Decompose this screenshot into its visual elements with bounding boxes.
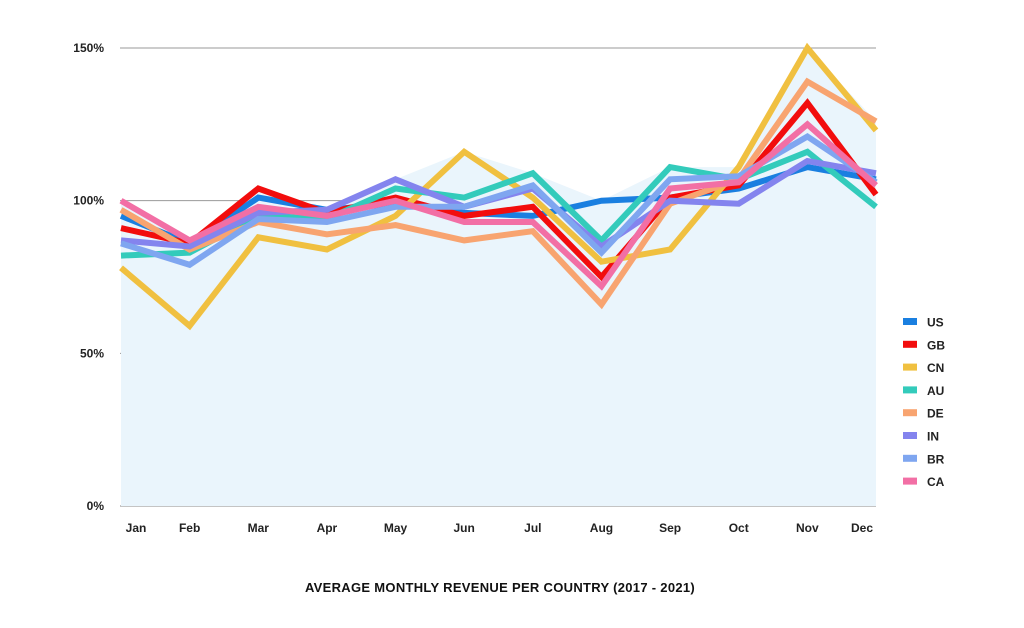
legend-label-in: IN	[927, 430, 939, 444]
y-tick-label: 150%	[73, 41, 104, 55]
x-tick-label: May	[384, 521, 408, 535]
legend-label-ca: CA	[927, 475, 945, 489]
legend-label-gb: GB	[927, 338, 945, 352]
legend-swatch-ca	[903, 477, 917, 485]
x-tick-label: Oct	[729, 521, 749, 535]
x-tick-label: Mar	[248, 521, 270, 535]
legend-swatch-gb	[903, 340, 917, 348]
x-tick-label: Jan	[126, 521, 147, 535]
legend-label-br: BR	[927, 452, 945, 466]
x-tick-label: Nov	[796, 521, 819, 535]
series-line-ca	[119, 120, 878, 291]
legend-label-au: AU	[927, 384, 944, 398]
series-line-us	[119, 164, 877, 247]
legend-label-de: DE	[927, 407, 944, 421]
x-tick-label: Jun	[454, 521, 475, 535]
x-tick-label: Apr	[317, 521, 338, 535]
series-line-cn	[119, 42, 879, 331]
legend: US GB CN AU DE IN BR CA	[903, 316, 945, 489]
x-tick-label: Aug	[590, 521, 613, 535]
x-tick-label: Feb	[179, 521, 200, 535]
legend-swatch-in	[903, 432, 917, 439]
legend-swatch-de	[903, 409, 917, 417]
plot-area-fill	[121, 48, 876, 506]
x-tick-label: Sep	[659, 521, 681, 535]
legend-label-cn: CN	[927, 361, 944, 375]
area-layer	[121, 48, 876, 506]
legend-swatch-au	[903, 386, 917, 394]
y-tick-label: 0%	[87, 499, 105, 513]
legend-swatch-br	[903, 454, 917, 462]
series-layer	[119, 42, 879, 331]
y-tick-label: 50%	[80, 346, 104, 360]
legend-label-us: US	[927, 316, 944, 330]
legend-swatch-cn	[903, 363, 917, 371]
chart-title: AVERAGE MONTHLY REVENUE PER COUNTRY (201…	[304, 580, 696, 595]
x-tick-label: Jul	[524, 521, 541, 535]
y-tick-label: 100%	[73, 194, 104, 208]
legend-swatch-us	[903, 318, 917, 325]
x-tick-label: Dec	[851, 521, 873, 535]
axis-layer: 0% 50% 100% 150% Jan Feb Mar Apr May Jun Jul Aug Sep…	[73, 41, 873, 535]
